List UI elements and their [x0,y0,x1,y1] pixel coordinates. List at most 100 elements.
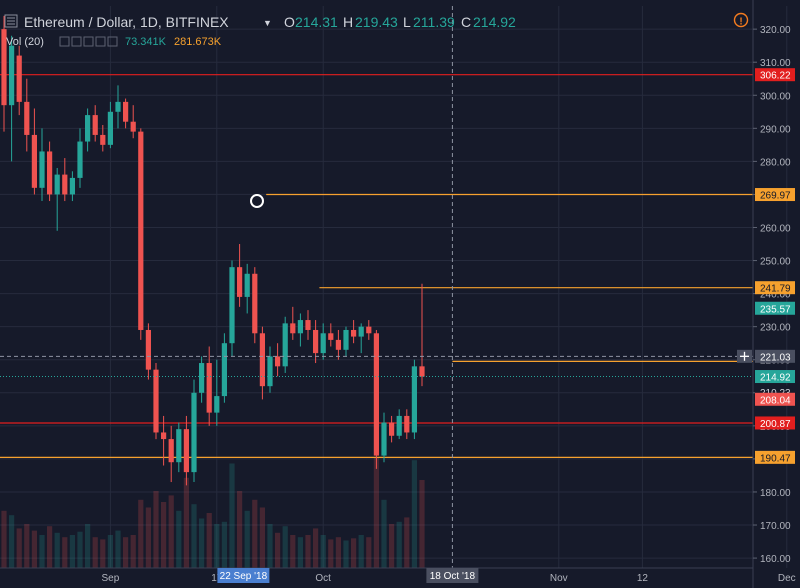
volume-bar [1,510,7,568]
volume-bar [161,502,167,568]
volume-bar [396,521,402,568]
volume-bar [328,539,334,568]
price-tick-label: 250.00 [760,257,791,268]
candle-body [389,422,395,436]
low-label: L [403,14,411,30]
price-label-label: 235.57 [760,304,791,315]
volume-bar [419,480,425,568]
alert-icon[interactable]: ! [733,12,749,28]
volume-bar [335,537,341,568]
volume-bar [92,537,98,568]
volume-bar [237,491,243,568]
candle-body [191,392,197,473]
candle-body [176,429,182,463]
hline-price-tag[interactable] [755,281,795,295]
symbol-dropdown-icon[interactable]: ▼ [263,18,272,28]
price-tick-label: 240.00 [760,290,791,301]
time-axis[interactable]: Sep 17 Oct Nov 12 Dec 22 Sep '18 18 Oct '18 [0,567,796,584]
volume-legend-buttons[interactable] [59,36,118,47]
price-tick-label: 280.00 [760,157,791,168]
volume-bar [24,524,30,568]
candle-body [290,323,296,334]
volume-bar [54,532,60,568]
volume-bar [282,526,288,568]
price-tick-label: 260.00 [760,223,791,234]
volume-bar [199,518,205,568]
price-label-label: 214.92 [760,373,791,384]
candle-body [373,333,379,456]
time-tick-label: Oct [315,573,331,584]
candle-body [351,329,357,337]
candle-body [92,115,98,135]
symbol-title[interactable]: Ethereum / Dollar, 1D, BITFINEX [24,14,229,30]
price-label-tag[interactable] [755,370,795,384]
volume-bar [389,524,395,568]
candle-body [168,439,174,463]
time-crosshair-tag[interactable] [426,568,479,583]
candle-body [320,333,326,354]
volume-bar [115,530,121,568]
volume-bar [39,535,45,568]
candle-body [229,267,235,344]
candle-body [115,101,121,112]
high-value: 219.43 [355,14,398,30]
volume-bar [411,460,417,568]
volume-bar [191,504,197,568]
ray-anchor-handle[interactable] [250,194,264,208]
candle-body [297,320,303,334]
price-tick-label: 290.00 [760,124,791,135]
volume-bar [16,528,22,568]
volume-ma-value: 281.673K [174,36,222,48]
crosshair [0,6,753,568]
candle-body [328,333,334,340]
candle-body [282,323,288,367]
candle-body [221,343,227,397]
candle-body [16,55,22,102]
candle-body [411,366,417,433]
volume-bar [183,477,189,568]
price-label-tag[interactable] [755,301,795,315]
candle-body [275,356,281,367]
price-label-tag[interactable] [755,349,795,363]
close-label: C [461,14,471,30]
candle-body [335,339,341,350]
volume-label[interactable]: Vol (20) [6,36,44,48]
volume-bar [100,539,106,568]
price-tick-label: 170.00 [760,521,791,532]
volume-bar [404,517,410,568]
candle-body [366,326,372,334]
hline-price-tag[interactable] [755,416,795,430]
candle-body [47,151,53,195]
candle-body [358,326,364,337]
grid [0,6,788,568]
time-crosshair-tag[interactable] [217,568,270,583]
time-tick-label: Dec [778,573,796,584]
legend-toggle-icon[interactable] [4,14,18,28]
price-label-tag[interactable] [755,392,795,406]
candle-body [161,432,167,440]
candle-body [100,134,106,145]
candle-body [107,111,113,145]
candle-body [85,115,91,142]
hline-price-tag[interactable] [755,450,795,464]
volume-bar [244,510,250,568]
low-value: 211.39 [413,14,455,30]
hline-price-label: 241.79 [760,284,791,295]
svg-text:!: ! [739,17,742,28]
candle-body [404,415,410,433]
hline-price-tag[interactable] [755,68,795,82]
volume-bar [343,540,349,568]
hline-price-tag[interactable] [755,188,795,202]
volume-bar [366,537,372,568]
price-tick-label: 160.00 [760,554,791,565]
candle-body [419,366,425,377]
candle-body [183,429,189,473]
price-axis[interactable]: 160.00170.00180.00190.00200.00210.00220.… [737,0,795,588]
high-label: H [343,14,353,30]
volume-bar [123,537,129,568]
volume-bar [138,499,144,568]
price-tick-label: 230.00 [760,323,791,334]
close-value: 214.92 [473,14,516,30]
